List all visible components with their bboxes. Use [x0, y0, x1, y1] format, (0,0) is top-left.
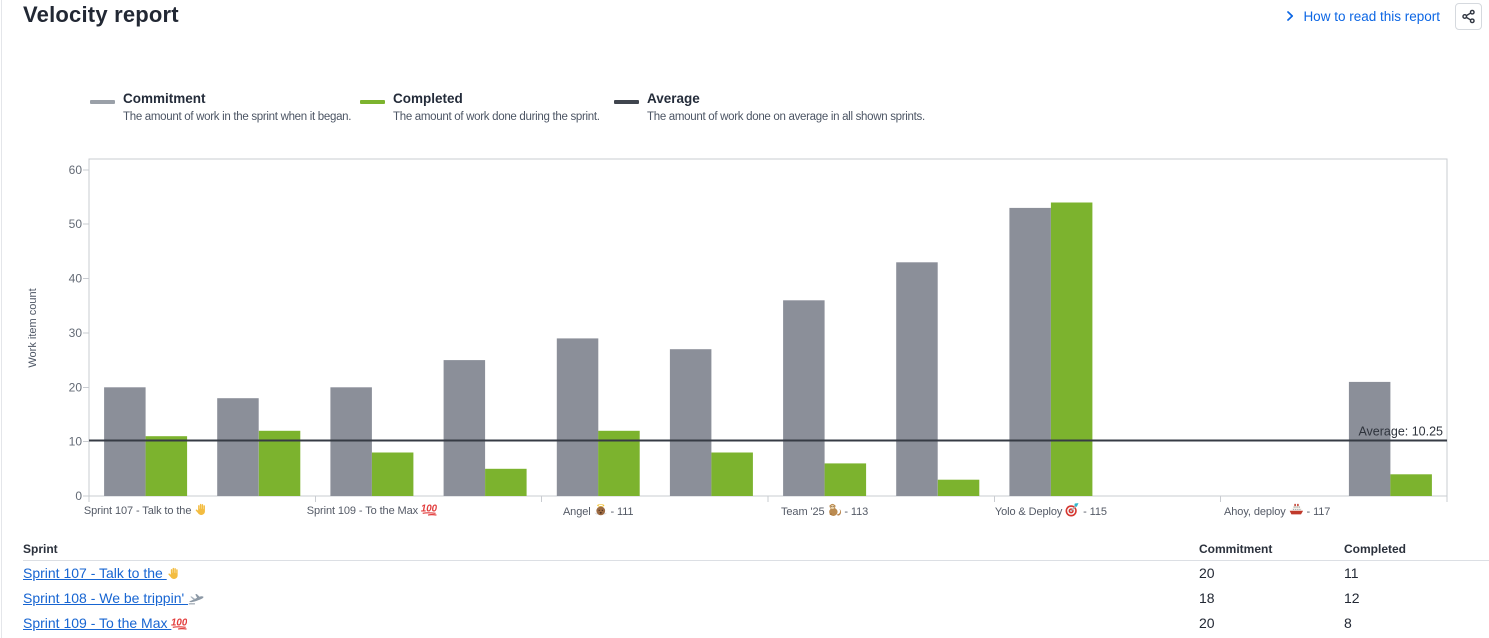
- svg-text:0: 0: [75, 489, 82, 503]
- svg-text:Average: 10.25: Average: 10.25: [1358, 425, 1443, 439]
- svg-text:30: 30: [69, 326, 83, 340]
- svg-text:40: 40: [69, 272, 83, 286]
- svg-text:10: 10: [69, 435, 83, 449]
- svg-text:60: 60: [69, 163, 83, 177]
- svg-text:50: 50: [69, 217, 83, 231]
- svg-text:100: 100: [421, 504, 437, 515]
- svg-text:20: 20: [69, 380, 83, 394]
- svg-text:Work item count: Work item count: [27, 288, 39, 367]
- svg-text:100: 100: [171, 618, 187, 629]
